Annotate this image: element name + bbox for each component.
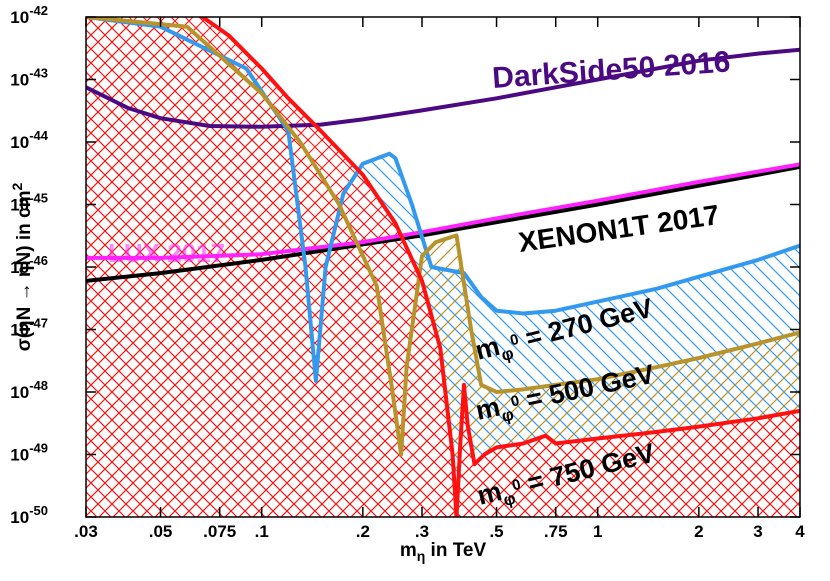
x-tick-label: 4 <box>795 522 805 541</box>
y-tick-label: 10-46 <box>10 253 48 277</box>
series-line-m-phi0-500-gev <box>86 17 800 457</box>
x-tick-label: .3 <box>415 522 429 541</box>
x-tick-label: .2 <box>356 522 370 541</box>
x-tick-label: 2 <box>694 522 703 541</box>
y-tick-label: 10-48 <box>10 378 48 402</box>
annotation-lux: LUX 2017 <box>108 238 225 268</box>
x-tick-label: .05 <box>149 522 173 541</box>
x-tick-label: .5 <box>489 522 503 541</box>
x-tick-label: 3 <box>753 522 762 541</box>
x-axis-ticks: .03 .05 .075 .1 .2 .3 .5 .75 1 2 3 4 <box>74 17 805 541</box>
annotation-darkside: DarkSide50 2016 <box>491 45 731 95</box>
exclusion-fills <box>86 17 800 517</box>
x-tick-label: .075 <box>203 522 236 541</box>
series-line-m-phi0-750-gev <box>86 17 800 517</box>
y-tick-label: 10-42 <box>10 3 48 27</box>
y-tick-label: 10-44 <box>10 128 48 152</box>
y-axis-ticks: 10-50 10-49 10-48 10-47 10-46 10-45 10-44 10-43… <box>10 3 800 527</box>
y-axis-label: σ(ηN → ηN) in cm2 <box>9 183 35 352</box>
series-lines <box>86 17 800 517</box>
y-tick-label: 10-45 <box>10 191 48 215</box>
x-tick-label: .1 <box>255 522 269 541</box>
y-tick-label: 10-47 <box>10 316 48 340</box>
x-tick-label: .75 <box>544 522 568 541</box>
series-line-darkside50-2016 <box>86 47 800 129</box>
series-line-m-phi0-270-gev <box>86 17 800 383</box>
fill-m-phi0-750-gev <box>86 17 800 517</box>
y-tick-label: 10-43 <box>10 66 48 90</box>
x-axis-label: mη in TeV <box>400 540 487 564</box>
y-tick-label: 10-50 <box>10 503 48 527</box>
y-tick-label: 10-49 <box>10 441 48 465</box>
x-tick-label: .03 <box>74 522 98 541</box>
x-tick-label: 1 <box>593 522 602 541</box>
